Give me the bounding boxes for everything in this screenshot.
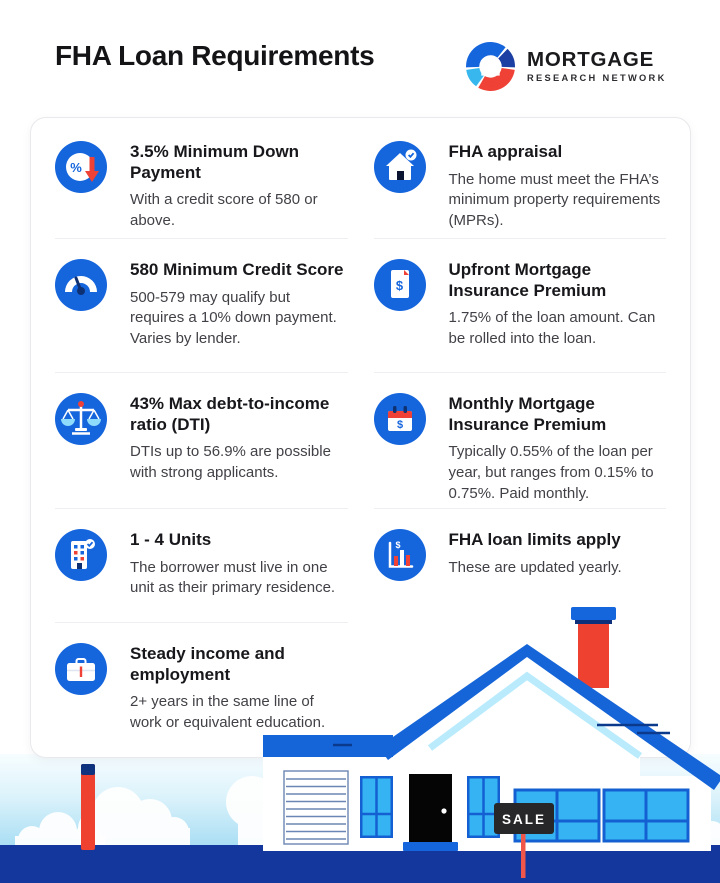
bar-chart-dollar-icon: $ [373, 529, 426, 581]
item-title: FHA loan limits apply [448, 530, 621, 549]
list-item-appraisal: FHA appraisal The home must meet the FHA… [373, 118, 666, 239]
item-desc: 2+ years in the same line of work or equ… [130, 693, 326, 732]
svg-text:%: % [70, 160, 82, 175]
list-item-monthly-mip: $ Monthly Mortgage Insurance Premium Typ… [373, 373, 666, 509]
item-desc: Typically 0.55% of the loan per year, bu… [448, 443, 654, 502]
item-desc: 1.75% of the loan amount. Can be rolled … [448, 309, 656, 348]
item-desc: The home must meet the FHA’s minimum pro… [448, 170, 661, 229]
svg-text:$: $ [395, 278, 403, 293]
item-title: 3.5% Minimum Down Payment [130, 142, 300, 182]
list-item-units: 1 - 4 Units The borrower must live in on… [55, 509, 348, 623]
credit-gauge-icon [55, 259, 107, 311]
list-item-dti: 43% Max debt-to-income ratio (DTI) DTIs … [55, 373, 348, 509]
item-title: 1 - 4 Units [130, 530, 212, 549]
list-item-credit-score: 580 Minimum Credit Score 500-579 may qua… [55, 239, 348, 373]
item-title: 43% Max debt-to-income ratio (DTI) [130, 394, 330, 434]
balance-scales-icon [55, 393, 107, 445]
requirements-card: % 3.5% Minimum Down Payment With a credi… [30, 117, 691, 758]
water [0, 845, 720, 883]
svg-text:$: $ [396, 419, 402, 431]
item-title: FHA appraisal [448, 142, 563, 161]
logo-wordmark: MORTGAGE [527, 48, 655, 72]
percent-down-arrow-icon: % [55, 141, 107, 193]
item-title: Monthly Mortgage Insurance Premium [448, 394, 607, 434]
item-title: Steady income and employment [130, 644, 285, 684]
sky-band [0, 754, 720, 846]
item-desc: DTIs up to 56.9% are possible with stron… [130, 443, 331, 482]
list-item-upfront-mip: $ Upfront Mortgage Insurance Premium 1.7… [373, 239, 666, 373]
brand-logo: MORTGAGE RESEARCH NETWORK [464, 40, 667, 93]
logo-tagline: RESEARCH NETWORK [527, 72, 667, 83]
item-desc: The borrower must live in one unit as th… [130, 558, 336, 597]
briefcase-icon [55, 643, 107, 695]
list-item-down-payment: % 3.5% Minimum Down Payment With a credi… [55, 118, 348, 239]
document-dollar-icon: $ [373, 259, 426, 311]
apartment-building-icon [55, 529, 107, 581]
page-title: FHA Loan Requirements [55, 40, 375, 71]
item-desc: These are updated yearly. [448, 558, 622, 576]
list-item-loan-limits: $ FHA loan limits apply These are update… [373, 509, 667, 623]
item-desc: 500-579 may qualify but requires a 10% d… [130, 288, 337, 347]
item-title: 580 Minimum Credit Score [130, 260, 344, 279]
item-desc: With a credit score of 580 or above. [130, 191, 318, 230]
mortgage-donut-logo-icon [466, 42, 515, 91]
svg-text:$: $ [395, 540, 400, 550]
house-check-icon [373, 141, 426, 193]
calendar-dollar-icon: $ [373, 393, 426, 445]
item-title: Upfront Mortgage Insurance Premium [448, 260, 607, 300]
list-item-income: Steady income and employment 2+ years in… [55, 623, 348, 757]
